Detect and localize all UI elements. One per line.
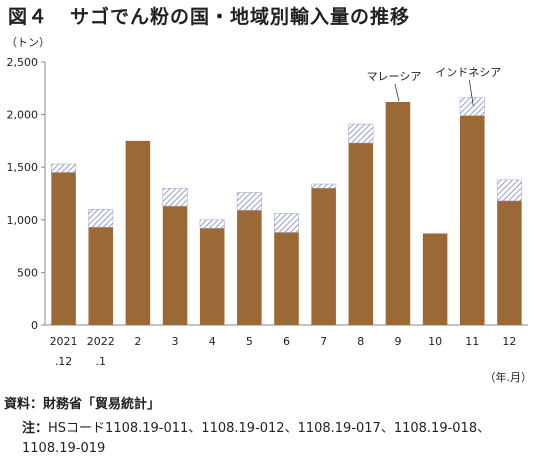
x-tick-label: 3 <box>172 335 179 348</box>
chart-title: 図４ サゴでん粉の国・地域別輸入量の推移 <box>8 2 410 29</box>
x-tick-label: 5 <box>246 335 253 348</box>
y-tick-label: 1,500 <box>7 161 39 174</box>
figure-number: 図４ <box>8 6 49 28</box>
bar-malaysia <box>385 101 411 325</box>
annotation-leader-line <box>468 79 474 106</box>
note: 注：HSコード1108.19-011、1108.19-012、1108.19-0… <box>22 419 542 459</box>
x-tick-label: 8 <box>357 335 364 348</box>
y-tick-label: 2,500 <box>7 56 39 69</box>
bar-malaysia <box>88 227 113 325</box>
bar-malaysia <box>274 232 299 325</box>
x-tick-label: 2 <box>134 335 141 348</box>
bar-indonesia <box>51 163 77 173</box>
x-tick-label: .12 <box>55 355 73 368</box>
bar-malaysia <box>199 228 225 325</box>
bar-indonesia <box>162 187 188 207</box>
annotation-leader-line <box>394 83 400 102</box>
x-tick-label: 11 <box>465 335 479 348</box>
bar-indonesia <box>311 183 337 189</box>
bar-indonesia <box>273 213 300 233</box>
series-annotation-label: インドネシア <box>435 66 501 79</box>
y-tick-label: 1,000 <box>7 214 39 227</box>
bar-malaysia <box>460 115 485 325</box>
note-label: 注： <box>22 421 49 436</box>
bar-malaysia <box>348 143 374 325</box>
y-axis-unit-label: （トン） <box>6 36 50 49</box>
bar-indonesia <box>199 219 225 229</box>
x-tick-label: 9 <box>394 335 401 348</box>
bar-chart: （トン）05001,0001,5002,0002,5002021.122022.… <box>6 36 533 384</box>
x-tick-label: 10 <box>428 335 442 348</box>
source-text: 資料：財務省「貿易統計」 <box>4 397 161 412</box>
bar-malaysia <box>125 140 151 325</box>
note-text: HSコード1108.19-011、1108.19-012、1108.19-017… <box>22 421 491 456</box>
bar-indonesia <box>88 209 114 228</box>
bar-malaysia <box>237 210 262 325</box>
bar-malaysia <box>311 188 336 325</box>
x-axis-unit-label: （年.月） <box>485 370 533 384</box>
bar-indonesia <box>348 123 374 144</box>
bar-malaysia <box>51 172 76 325</box>
x-tick-label: 4 <box>209 335 216 348</box>
figure-title-text: サゴでん粉の国・地域別輸入量の推移 <box>70 6 411 28</box>
bar-indonesia <box>496 179 522 202</box>
x-tick-label: 7 <box>320 335 327 348</box>
bar-malaysia <box>497 200 522 325</box>
x-tick-label: 2022 <box>87 335 115 348</box>
bar-malaysia <box>162 206 188 325</box>
bar-malaysia <box>422 233 448 325</box>
x-tick-label: 2021 <box>50 335 78 348</box>
x-tick-label: 12 <box>502 335 516 348</box>
y-tick-label: 2,000 <box>7 109 39 122</box>
bar-indonesia <box>236 192 262 211</box>
x-tick-label: 6 <box>283 335 290 348</box>
y-tick-label: 0 <box>31 319 38 332</box>
y-tick-label: 500 <box>17 266 38 279</box>
series-annotation-label: マレーシア <box>367 70 422 83</box>
x-tick-label: .1 <box>95 355 106 368</box>
